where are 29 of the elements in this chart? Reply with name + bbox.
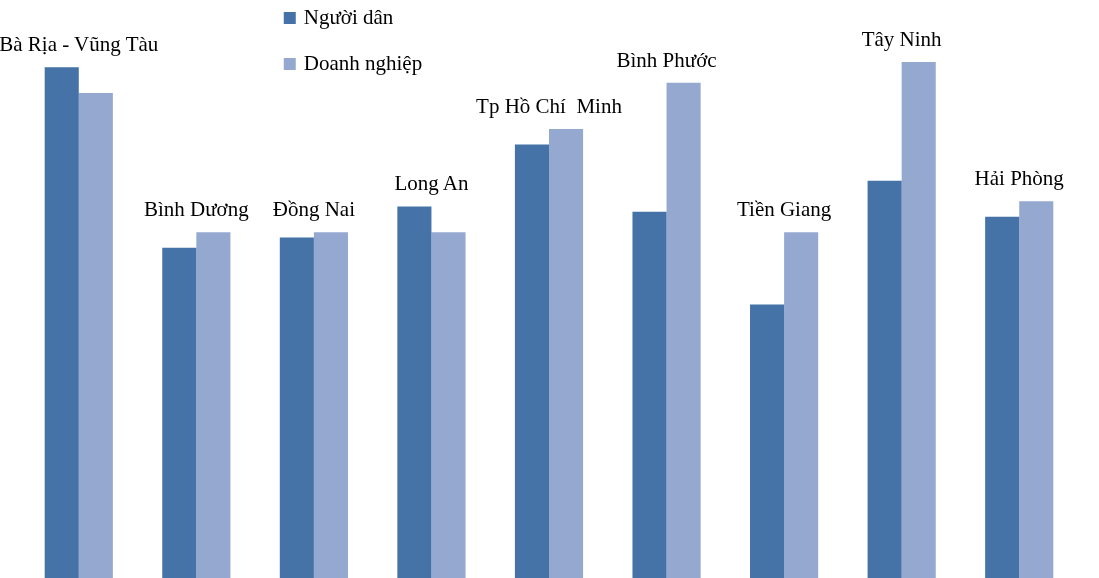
x-tick-label: Đồng Nai [272, 197, 356, 222]
bar [196, 232, 231, 578]
bar [750, 304, 785, 578]
bar [279, 237, 314, 578]
bar [514, 144, 549, 578]
bar [162, 247, 197, 578]
bar [313, 232, 348, 578]
legend-label: Doanh nghiệp [303, 50, 423, 75]
x-tick-label: Hải Phòng [974, 166, 1065, 191]
bar [901, 62, 936, 578]
bar [44, 67, 79, 578]
bar [632, 211, 667, 578]
x-tick-label: Tiền Giang [736, 197, 832, 222]
bar [549, 129, 584, 578]
x-tick-label: Bình Phước [616, 47, 717, 72]
bar [784, 232, 819, 578]
x-tick-label: Tp Hồ Chí Minh [476, 94, 623, 119]
x-tick-label: Bình Dương [143, 197, 250, 222]
bar [867, 180, 902, 578]
bar [985, 216, 1020, 578]
bar [1019, 201, 1054, 578]
legend-label: Người dân [303, 4, 394, 29]
bar [431, 232, 466, 578]
bar [78, 92, 113, 578]
bar [397, 206, 432, 578]
x-tick-label: Tây Ninh [861, 27, 943, 51]
x-tick-label: Bà Rịa - Vũng Tàu [0, 32, 159, 57]
bar [666, 82, 701, 578]
x-tick-label: Long An [394, 171, 469, 196]
